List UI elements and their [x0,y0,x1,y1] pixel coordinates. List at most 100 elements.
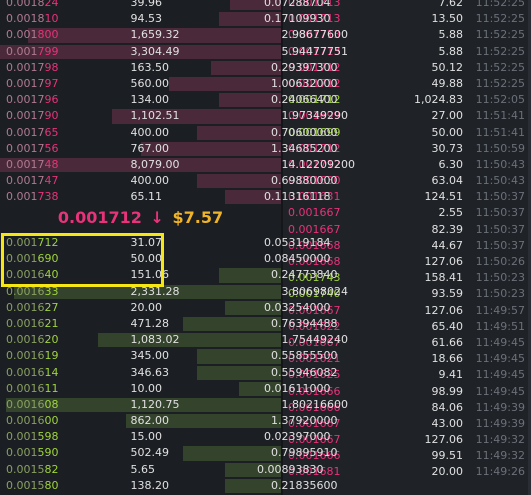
trade-row[interactable]: 0.001666 99.51 11:49:32 [283,448,531,464]
bid-row[interactable]: 0.001608 1,120.75 1.80216600 [0,397,348,413]
bid-row[interactable]: 0.001690 50.00 0.08450000 [0,251,330,267]
price-suffix: 40 [44,268,59,282]
trade-price: 0.001622 [288,319,341,333]
bid-row[interactable]: 0.001640 151.06 0.24773840 [0,267,337,283]
price-cell: 0.001620 [6,333,59,346]
bid-row[interactable]: 0.001590 502.49 0.79895910 [0,445,337,461]
trade-row[interactable]: 0.001713 5.88 11:52:25 [283,44,531,60]
bid-row[interactable]: 0.001598 15.00 0.02397000 [0,429,330,445]
trade-row[interactable]: 0.001681 20.00 11:49:26 [283,464,531,480]
trade-time: 11:49:45 [475,352,525,366]
trade-row[interactable]: 0.001630 63.04 11:50:43 [283,173,531,189]
ask-row[interactable]: 0.001824 39.96 0.07288704 [0,0,330,11]
bid-row[interactable]: 0.001712 31.07 0.05319184 [0,235,330,251]
bid-row[interactable]: 0.001580 138.20 0.21835600 [0,478,337,494]
price-suffix: 24 [44,0,59,9]
bid-row[interactable]: 0.001627 20.00 0.03254000 [0,300,330,316]
ask-row[interactable]: 0.001798 163.50 0.29397300 [0,60,337,76]
price-prefix: 0.0016 [6,381,45,395]
amount-cell: 471.28 [130,316,170,330]
ask-row[interactable]: 0.001810 94.53 0.17109930 [0,11,330,27]
total-cell: 0.24066400 [271,93,338,107]
ask-row[interactable]: 0.001747 400.00 0.69880000 [0,173,337,189]
trade-price: 0.001740 [288,287,341,301]
amount-cell: 3,304.49 [130,44,180,58]
ask-row[interactable]: 0.001756 767.00 1.34685200 [0,141,337,157]
trade-row[interactable]: 0.001713 5.88 11:52:25 [283,27,531,43]
bid-row[interactable]: 0.001611 10.00 0.01611000 [0,381,330,397]
ask-row[interactable]: 0.001796 134.00 0.24066400 [0,92,337,108]
trade-row[interactable]: 0.001666 98.99 11:49:45 [283,384,531,400]
last-price: 0.001712 [57,208,142,227]
trade-row[interactable]: 0.001625 9.41 11:49:45 [283,367,531,383]
total-cell: 14.12209200 [281,157,355,171]
trade-row[interactable]: 0.001712 49.88 11:52:25 [283,76,531,92]
trade-time: 11:51:41 [475,125,525,139]
price-prefix: 0.0017 [6,174,45,188]
total-cell: 0.29397300 [271,60,338,74]
price-cell: 0.001790 [6,109,59,122]
amount-cell: 8,079.00 [130,157,180,171]
trade-time: 11:52:05 [475,93,525,107]
depth-bar [140,141,281,156]
trade-row[interactable]: 0.001667 127.06 11:49:57 [283,303,531,319]
depth-bar [196,349,281,364]
price-suffix: 96 [44,93,59,107]
trade-amount: 27.00 [431,109,464,123]
price-cell: 0.001824 [6,0,59,9]
trade-row[interactable]: 0.001667 2.55 11:50:37 [283,205,531,221]
amount-cell: 2,331.28 [130,284,180,298]
price-suffix: 10 [44,12,59,26]
trade-row[interactable]: 0.001740 93.59 11:50:23 [283,286,531,302]
trade-row[interactable]: 0.001699 50.00 11:51:41 [283,125,531,141]
trade-row[interactable]: 0.001667 43.00 11:49:39 [283,416,531,432]
trade-row[interactable]: 0.001667 82.39 11:50:37 [283,222,531,238]
bid-row[interactable]: 0.001619 345.00 0.55855500 [0,348,337,364]
bid-row[interactable]: 0.001633 2,331.28 3.80698024 [0,284,348,300]
trade-row[interactable]: 0.001631 124.51 11:50:37 [283,189,531,205]
bid-row[interactable]: 0.001600 862.00 1.37920000 [0,413,337,429]
trade-row[interactable]: 0.001712 30.73 11:50:59 [283,141,531,157]
trade-row[interactable]: 0.001667 127.06 11:49:32 [283,432,531,448]
ask-row[interactable]: 0.001797 560.00 1.00632000 [0,76,337,92]
price-cell: 0.001580 [6,479,59,492]
ask-row[interactable]: 0.001799 3,304.49 5.94477751 [0,44,348,60]
depth-bar [224,190,281,205]
ask-row[interactable]: 0.001765 400.00 0.70600000 [0,125,337,141]
scrollbar[interactable] [528,0,531,495]
trade-row[interactable]: 0.001622 65.40 11:49:51 [283,319,531,335]
trade-row[interactable]: 0.001713 7.62 11:52:25 [283,0,531,11]
trade-row[interactable]: 0.001712 6.30 11:50:43 [283,157,531,173]
trade-amount: 63.04 [431,174,464,188]
trade-row[interactable]: 0.001712 50.12 11:52:25 [283,60,531,76]
amount-cell: 1,120.75 [130,397,180,411]
price-suffix: 21 [44,316,59,330]
trade-row[interactable]: 0.001668 44.67 11:50:37 [283,238,531,254]
trade-price: 0.001667 [288,222,341,236]
trade-row[interactable]: 0.001666 84.06 11:49:39 [283,400,531,416]
trade-row[interactable]: 0.001668 127.06 11:50:26 [283,254,531,270]
trade-row[interactable]: 0.001699 27.00 11:51:41 [283,108,531,124]
trade-row[interactable]: 0.001743 158.41 11:50:23 [283,270,531,286]
ask-row[interactable]: 0.001738 65.11 0.11316118 [0,189,330,205]
trade-time: 11:49:39 [475,400,525,414]
bid-row[interactable]: 0.001621 471.28 0.76394488 [0,316,337,332]
amount-cell: 862.00 [130,414,170,428]
ask-row[interactable]: 0.001790 1,102.51 1.97349290 [0,108,348,124]
ask-row[interactable]: 0.001748 8,079.00 14.12209200 [0,157,355,173]
price-prefix: 0.001 [6,446,38,460]
trade-row[interactable]: 0.001667 61.66 11:49:45 [283,335,531,351]
trade-row[interactable]: 0.001713 13.50 11:52:25 [283,11,531,27]
price-prefix: 0.001 [6,44,38,58]
price-cell: 0.001712 [6,236,59,249]
bid-row[interactable]: 0.001620 1,083.02 1.75449240 [0,332,348,348]
depth-bar [196,365,281,380]
price-cell: 0.001608 [6,398,59,411]
trade-row[interactable]: 0.001621 18.66 11:49:45 [283,351,531,367]
trade-row[interactable]: 0.001712 1,024.83 11:52:05 [283,92,531,108]
bid-row[interactable]: 0.001614 346.63 0.55946082 [0,365,337,381]
price-prefix: 0.0018 [6,0,45,9]
ask-row[interactable]: 0.001800 1,659.32 2.98677600 [0,27,348,43]
bid-row[interactable]: 0.001582 5.65 0.00893830 [0,462,323,478]
price-prefix: 0.0016 [6,414,45,428]
